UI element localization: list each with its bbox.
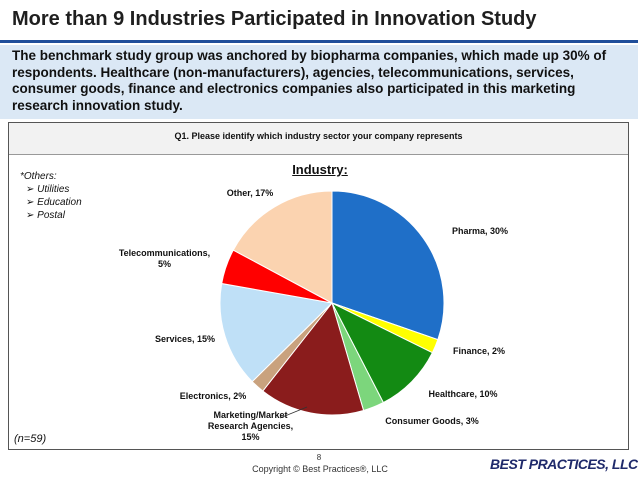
sample-size: (n=59) [14, 433, 47, 445]
slice-label: Healthcare, 10% [428, 389, 498, 399]
others-note: *Others: Utilities Education Postal [20, 170, 82, 222]
slice-label: Electronics, 2% [179, 391, 247, 401]
pie-slice [262, 301, 365, 416]
slice-label: Consumer Goods, 3% [385, 416, 479, 426]
pie-slice [219, 282, 334, 383]
slice-label: Services, 15% [154, 334, 216, 344]
pie-slice [232, 190, 333, 304]
summary: The benchmark study group was anchored b… [0, 45, 638, 119]
leader-line [279, 406, 308, 419]
chart-title: Industry: [292, 162, 348, 177]
pie-slice [330, 301, 434, 404]
title-rule [0, 40, 638, 43]
question-band [9, 123, 628, 155]
chart-frame [8, 122, 629, 450]
slice-label: Other, 17% [226, 188, 274, 198]
slice-label: Marketing/Market Research Agencies, 15% [207, 410, 294, 442]
slice-label: Finance, 2% [452, 346, 506, 356]
slice-label: Pharma, 30% [451, 226, 509, 236]
page-number: 8 [316, 453, 322, 462]
others-title: *Others: [20, 171, 57, 182]
others-list: Utilities Education Postal [20, 183, 82, 222]
others-item: Utilities [26, 183, 82, 196]
question: Q1. Please identify which industry secto… [174, 131, 463, 141]
others-item: Postal [26, 209, 82, 222]
slice-label: Telecommunications, 5% [118, 248, 211, 269]
copyright: Copyright © Best Practices®, LLC [252, 464, 388, 474]
slide-title: More than 9 Industries Participated in I… [12, 8, 537, 30]
others-item: Education [26, 196, 81, 209]
pie-slice [331, 190, 445, 341]
logo: BEST PRACTICES, LLC [490, 456, 638, 472]
